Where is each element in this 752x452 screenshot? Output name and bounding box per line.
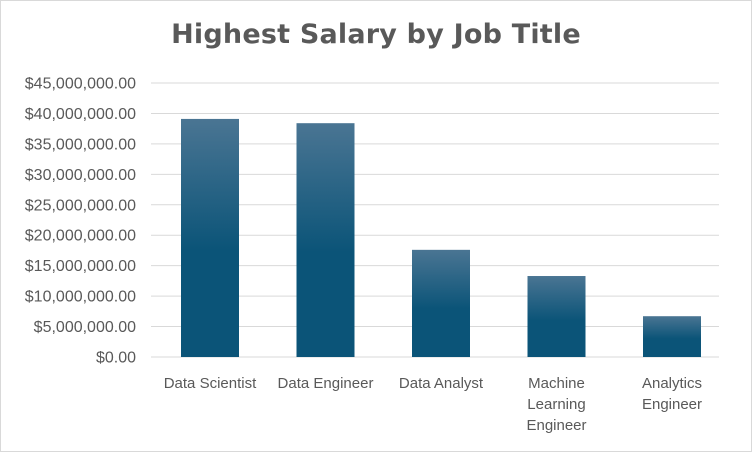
x-tick-label-line: Data Engineer: [278, 375, 374, 392]
x-tick-label: Data Analyst: [399, 375, 484, 392]
y-tick-label: $20,000,000.00: [25, 228, 136, 245]
x-tick-label-line: Analytics: [642, 375, 702, 392]
bar: [527, 276, 586, 357]
x-tick-label: Data Engineer: [278, 375, 374, 392]
x-axis-ticks: Data Scientist Data Engineer Data Analyst M…: [164, 375, 702, 434]
x-tick-label-line: Learning: [527, 396, 585, 413]
y-tick-label: $30,000,000.00: [25, 167, 136, 184]
y-tick-label: $0.00: [96, 350, 136, 367]
y-tick-label: $45,000,000.00: [25, 76, 136, 93]
bar: [181, 118, 239, 358]
y-tick-label: $10,000,000.00: [25, 289, 136, 306]
x-tick-label-line: Machine: [528, 375, 585, 392]
bars: [181, 118, 701, 358]
x-tick-label-line: Data Scientist: [164, 375, 257, 392]
x-tick-label: Analytics Engineer: [642, 375, 702, 413]
x-tick-label: Data Scientist: [164, 375, 257, 392]
chart-title: Highest Salary by Job Title: [171, 19, 581, 50]
y-axis-ticks: $0.00 $5,000,000.00 $10,000,000.00 $15,000,…: [25, 76, 136, 367]
y-tick-label: $35,000,000.00: [25, 136, 136, 153]
x-tick-label: Machine Learning Engineer: [526, 375, 586, 434]
x-tick-label-line: Data Analyst: [399, 375, 484, 392]
x-tick-label-line: Engineer: [526, 417, 586, 434]
bar: [643, 316, 701, 357]
bar: [296, 123, 355, 357]
x-tick-label-line: Engineer: [642, 396, 702, 413]
y-tick-label: $5,000,000.00: [34, 319, 136, 336]
y-tick-label: $25,000,000.00: [25, 197, 136, 214]
bar: [412, 249, 470, 357]
y-tick-label: $40,000,000.00: [25, 106, 136, 123]
y-tick-label: $15,000,000.00: [25, 258, 136, 275]
